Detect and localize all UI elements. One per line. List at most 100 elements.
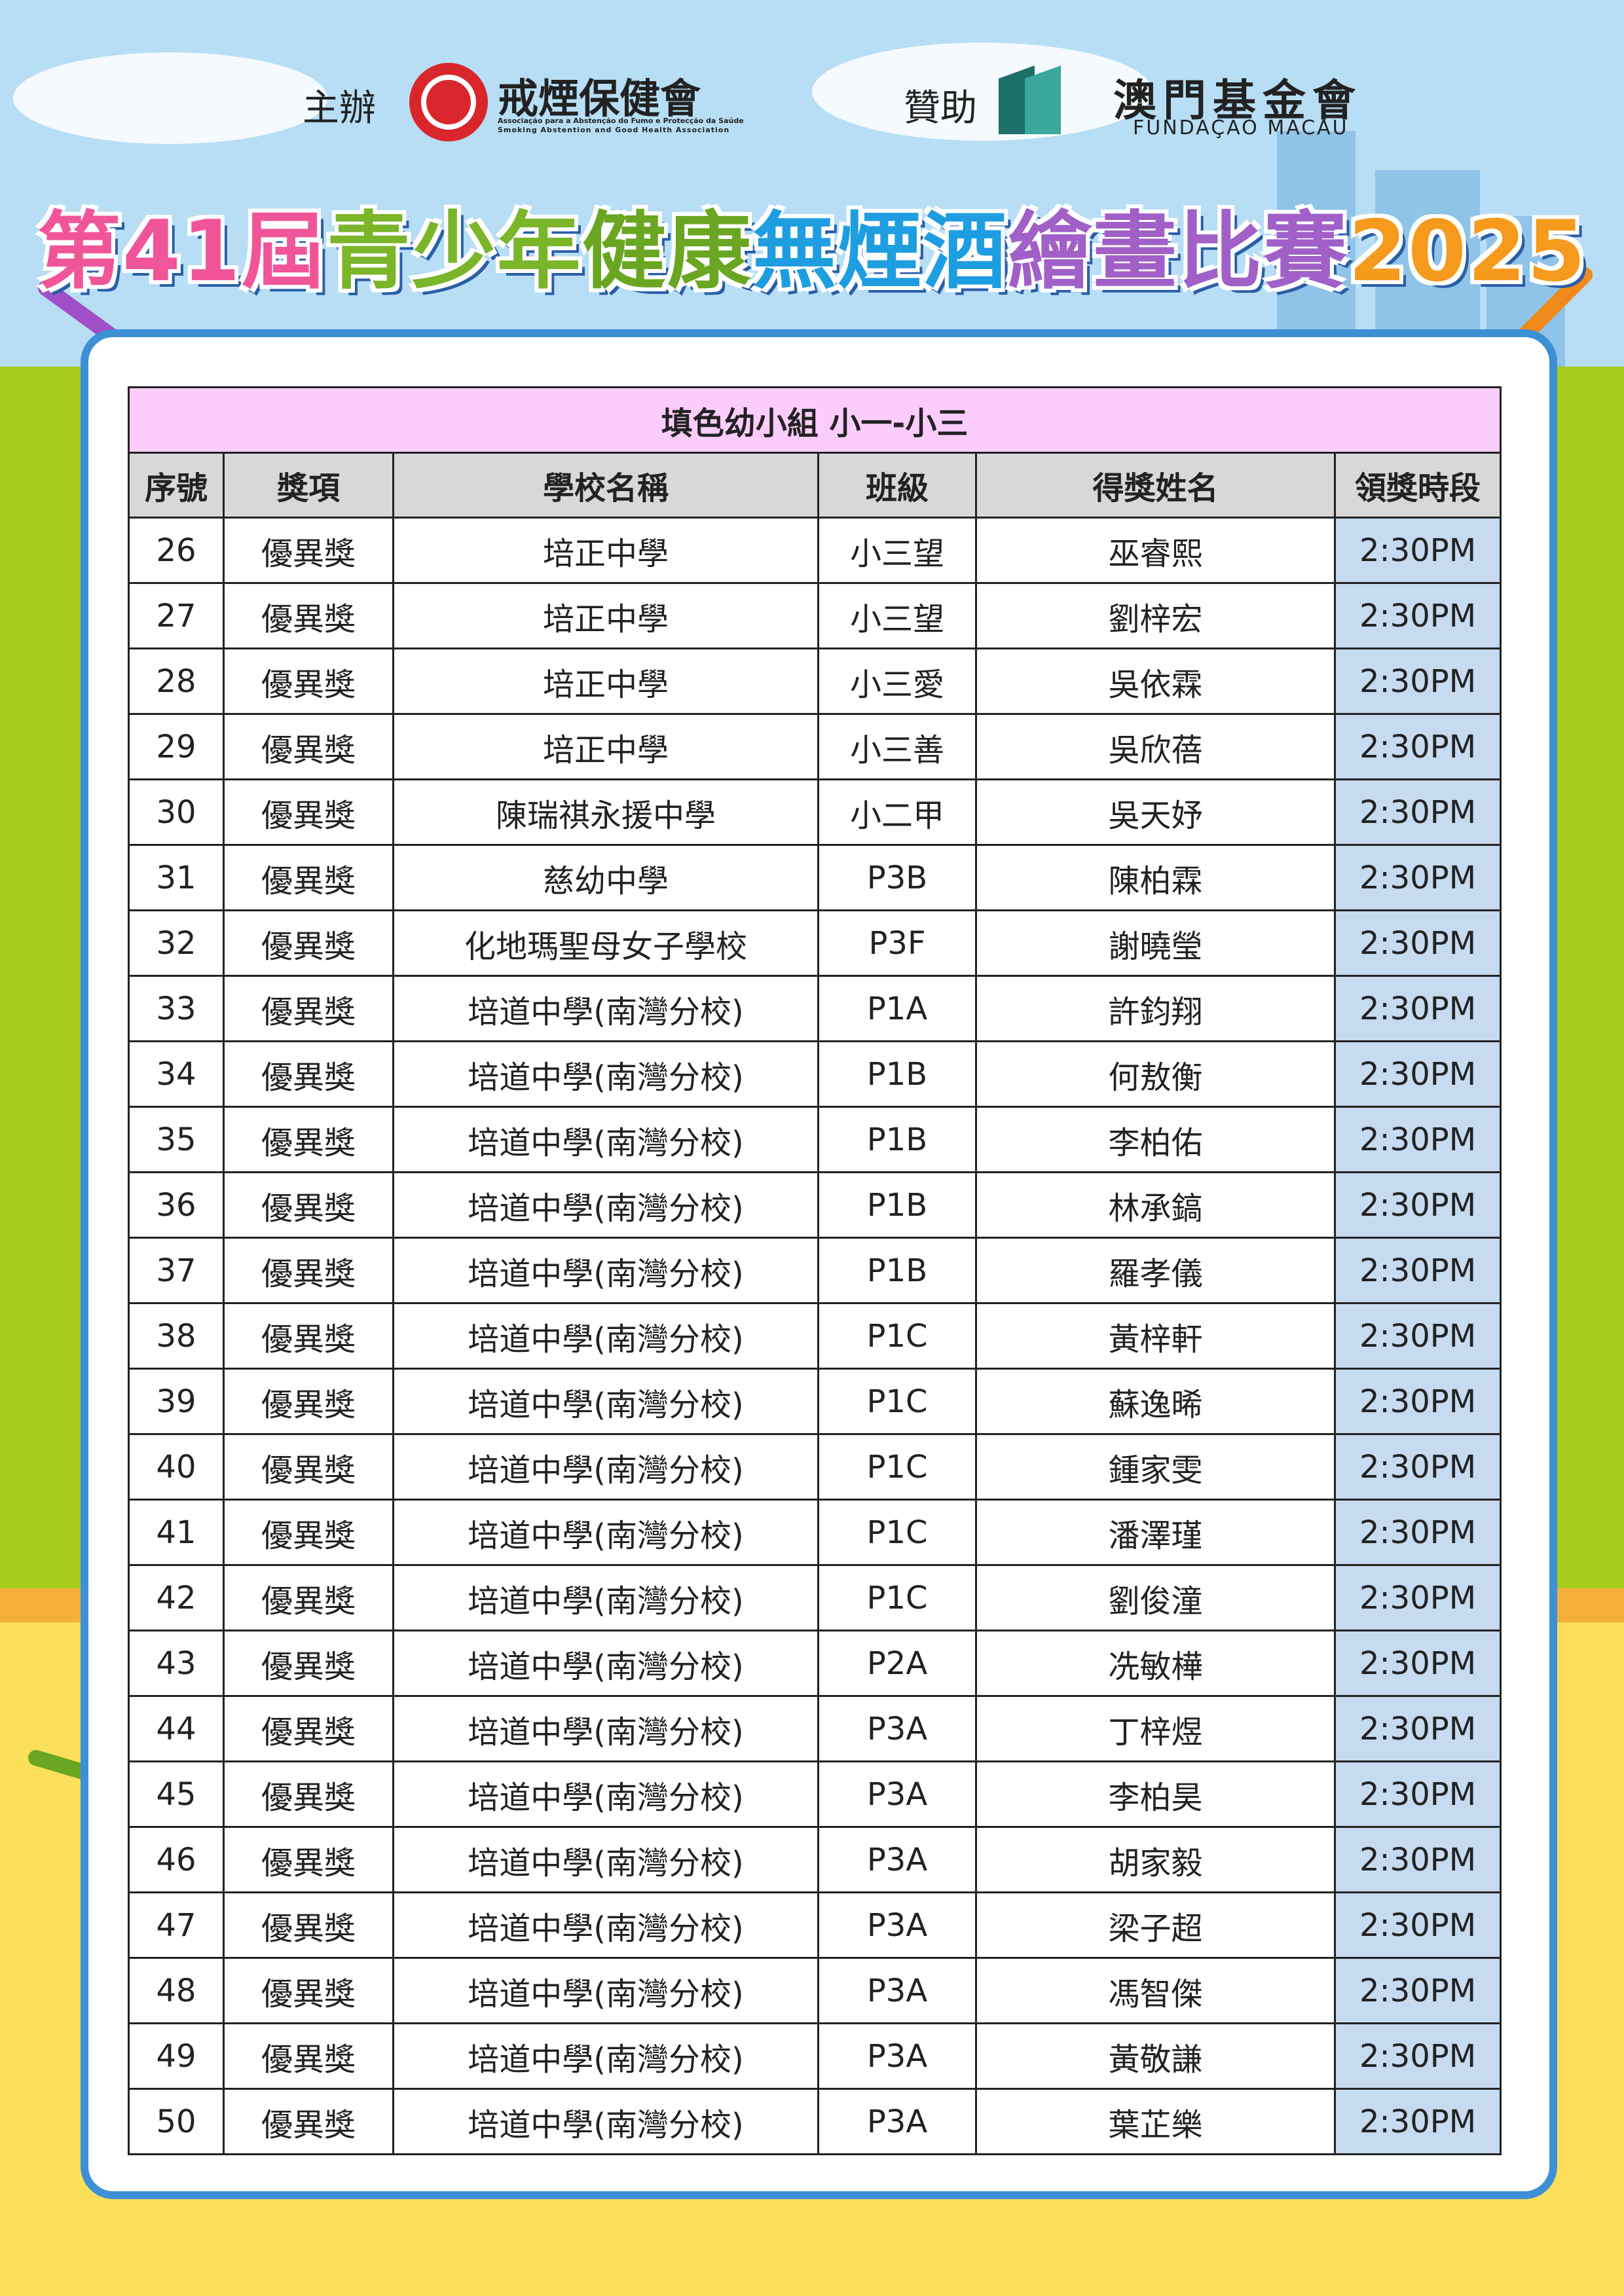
table-cell: 2:30PM xyxy=(1333,1040,1502,1108)
table-cell: 培道中學(南灣分校) xyxy=(392,2088,819,2155)
table-cell: 33 xyxy=(128,975,225,1042)
table-cell: 2:30PM xyxy=(1333,1237,1502,1304)
table-row: 45 優異獎 培道中學(南灣分校) P3A 李柏昊 2:30PM xyxy=(128,1760,1502,1828)
table-cell: 培正中學 xyxy=(392,517,819,584)
table-cell: P3A xyxy=(817,1826,977,1893)
table-cell: 培道中學(南灣分校) xyxy=(392,1891,819,1959)
table-cell: 47 xyxy=(128,1891,225,1959)
table-cell: 2:30PM xyxy=(1333,2022,1502,2090)
table-cell: 2:30PM xyxy=(1333,975,1502,1042)
table-cell: 優異獎 xyxy=(223,1433,394,1501)
table-cell: 林承鎬 xyxy=(975,1171,1336,1239)
table-cell: 優異獎 xyxy=(223,1368,394,1435)
building xyxy=(1277,131,1356,367)
table-cell: 李柏佑 xyxy=(975,1106,1336,1173)
table-cell: 培道中學(南灣分校) xyxy=(392,1040,819,1108)
table-cell: 培道中學(南灣分校) xyxy=(392,1237,819,1304)
table-cell: 優異獎 xyxy=(223,582,394,649)
table-cell: 2:30PM xyxy=(1333,778,1502,846)
table-cell: 2:30PM xyxy=(1333,713,1502,780)
table-cell: 2:30PM xyxy=(1333,1106,1502,1173)
table-cell: 32 xyxy=(128,909,225,977)
table-cell: 優異獎 xyxy=(223,1826,394,1893)
table-row: 48 優異獎 培道中學(南灣分校) P3A 馮智傑 2:30PM xyxy=(128,1957,1502,2024)
table-cell: 丁梓煜 xyxy=(975,1695,1336,1762)
table-cell: 羅孝儀 xyxy=(975,1237,1336,1304)
table-cell: 小二甲 xyxy=(817,778,977,846)
table-row: 31 優異獎 慈幼中學 P3B 陳柏霖 2:30PM xyxy=(128,844,1502,911)
table-cell: 2:30PM xyxy=(1333,647,1502,715)
table-cell: 26 xyxy=(128,517,225,584)
table-cell: 優異獎 xyxy=(223,1106,394,1173)
table-cell: 29 xyxy=(128,713,225,780)
table-cell: P3A xyxy=(817,1695,977,1762)
table-cell: 許鈞翔 xyxy=(975,975,1336,1042)
table-row: 43 優異獎 培道中學(南灣分校) P2A 冼敏樺 2:30PM xyxy=(128,1630,1502,1697)
table-cell: 優異獎 xyxy=(223,517,394,584)
table-cell: 培道中學(南灣分校) xyxy=(392,1433,819,1501)
table-cell: 劉俊潼 xyxy=(975,1564,1336,1631)
sponsor-name: 澳門基金會 xyxy=(1113,75,1362,126)
table-cell: 2:30PM xyxy=(1333,1171,1502,1239)
header-row: 序號 獎項 學校名稱 班級 得獎姓名 領獎時段 xyxy=(128,452,1502,519)
table-cell: 37 xyxy=(128,1237,225,1304)
table-cell: 2:30PM xyxy=(1333,1499,1502,1566)
table-cell: 30 xyxy=(128,778,225,846)
table-cell: 優異獎 xyxy=(223,975,394,1042)
table-cell: P1B xyxy=(817,1040,977,1108)
table-cell: 培道中學(南灣分校) xyxy=(392,1564,819,1631)
table-cell: 2:30PM xyxy=(1333,909,1502,977)
table-row: 35 優異獎 培道中學(南灣分校) P1B 李柏佑 2:30PM xyxy=(128,1106,1502,1173)
organizer-subtitle: Smoking Abstention and Good Health Assoc… xyxy=(498,126,730,134)
table-cell: 潘澤瑾 xyxy=(975,1499,1336,1566)
table-cell: 何敖衡 xyxy=(975,1040,1336,1108)
table-row: 37 優異獎 培道中學(南灣分校) P1B 羅孝儀 2:30PM xyxy=(128,1237,1502,1304)
table-cell: 冼敏樺 xyxy=(975,1630,1336,1697)
title: 第41屆青少年健康無煙酒繪畫比賽2025 xyxy=(0,183,1624,304)
table-cell: P1C xyxy=(817,1368,977,1435)
table-cell: P3A xyxy=(817,2022,977,2090)
table-row: 28 優異獎 培正中學 小三愛 吳依霖 2:30PM xyxy=(128,647,1502,715)
table-cell: P3F xyxy=(817,909,977,977)
table-row: 38 優異獎 培道中學(南灣分校) P1C 黃梓軒 2:30PM xyxy=(128,1302,1502,1370)
organizer-logo xyxy=(426,80,471,124)
table-row: 32 優異獎 化地瑪聖母女子學校 P3F 謝曉瑩 2:30PM xyxy=(128,909,1502,977)
table-cell: 2:30PM xyxy=(1333,1826,1502,1893)
organizer-label: 主辦 xyxy=(303,87,376,130)
column-header: 領獎時段 xyxy=(1333,452,1502,519)
table-cell: 2:30PM xyxy=(1333,1760,1502,1828)
table-cell: 培正中學 xyxy=(392,582,819,649)
table-cell: 培道中學(南灣分校) xyxy=(392,1499,819,1566)
table-cell: 化地瑪聖母女子學校 xyxy=(392,909,819,977)
table-cell: 優異獎 xyxy=(223,909,394,977)
table-cell: 優異獎 xyxy=(223,2022,394,2090)
table-cell: 優異獎 xyxy=(223,1040,394,1108)
table-cell: 培道中學(南灣分校) xyxy=(392,1695,819,1762)
table-row: 40 優異獎 培道中學(南灣分校) P1C 鍾家雯 2:30PM xyxy=(128,1433,1502,1501)
table-cell: 2:30PM xyxy=(1333,1433,1502,1501)
table-cell: 38 xyxy=(128,1302,225,1370)
table-caption: 填色幼小組 小一-小三 xyxy=(127,386,1502,454)
column-header: 班級 xyxy=(817,452,977,519)
table-cell: P3A xyxy=(817,1891,977,1959)
table-cell: 2:30PM xyxy=(1333,1891,1502,1959)
table-cell: P1C xyxy=(817,1564,977,1631)
table-cell: 2:30PM xyxy=(1333,1695,1502,1762)
title-part: 無煙酒 xyxy=(752,203,1008,301)
table-cell: 蘇逸晞 xyxy=(975,1368,1336,1435)
table-cell: 優異獎 xyxy=(223,1564,394,1631)
column-header: 學校名稱 xyxy=(392,452,819,519)
table-cell: 培正中學 xyxy=(392,713,819,780)
title-part: 2025 xyxy=(1348,203,1587,301)
table-cell: 42 xyxy=(128,1564,225,1631)
table-row: 49 優異獎 培道中學(南灣分校) P3A 黃敬謙 2:30PM xyxy=(128,2022,1502,2090)
table-cell: P1B xyxy=(817,1106,977,1173)
title-part: 青少年 xyxy=(326,203,582,301)
sponsor-label: 贊助 xyxy=(904,87,977,130)
table-cell: P3B xyxy=(817,844,977,911)
column-header: 序號 xyxy=(128,452,225,519)
table-row: 42 優異獎 培道中學(南灣分校) P1C 劉俊潼 2:30PM xyxy=(128,1564,1502,1631)
table-cell: 優異獎 xyxy=(223,713,394,780)
title-part: 健康 xyxy=(581,203,752,301)
